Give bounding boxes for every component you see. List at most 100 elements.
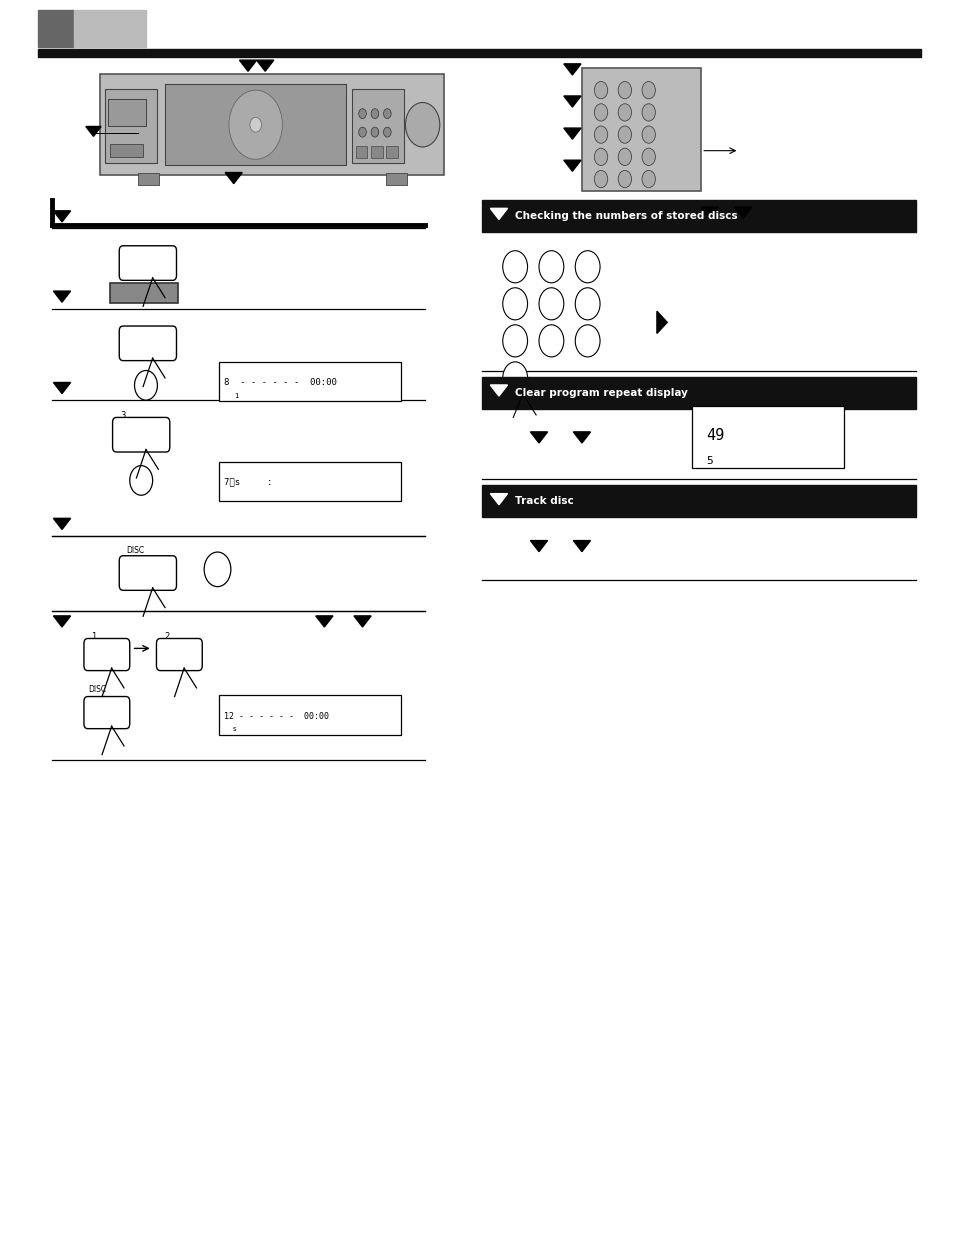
Polygon shape	[530, 432, 547, 443]
Circle shape	[641, 82, 655, 99]
Circle shape	[641, 126, 655, 143]
Text: s: s	[233, 726, 236, 732]
Circle shape	[594, 82, 607, 99]
Polygon shape	[573, 541, 590, 552]
Bar	[38, 10, 74, 47]
Polygon shape	[490, 385, 507, 396]
Polygon shape	[53, 291, 71, 303]
Bar	[219, 362, 400, 401]
Bar	[165, 84, 346, 165]
Polygon shape	[573, 432, 590, 443]
FancyBboxPatch shape	[84, 638, 130, 671]
Text: 5: 5	[705, 456, 712, 466]
Circle shape	[641, 170, 655, 188]
Polygon shape	[354, 616, 371, 627]
Polygon shape	[657, 311, 666, 333]
Circle shape	[575, 251, 599, 283]
Bar	[108, 99, 146, 126]
Circle shape	[641, 104, 655, 121]
Circle shape	[502, 288, 527, 320]
Polygon shape	[734, 207, 751, 219]
Bar	[355, 146, 367, 158]
Circle shape	[575, 288, 599, 320]
Circle shape	[502, 325, 527, 357]
FancyBboxPatch shape	[119, 246, 176, 280]
Bar	[105, 89, 157, 163]
Circle shape	[130, 466, 152, 495]
FancyBboxPatch shape	[119, 326, 176, 361]
Text: 1: 1	[91, 632, 97, 641]
Bar	[38, 49, 920, 57]
Bar	[691, 406, 843, 468]
Circle shape	[204, 552, 231, 587]
Text: DISC: DISC	[126, 546, 144, 555]
Bar	[110, 144, 143, 157]
Text: 12 - - - - - -  00:00: 12 - - - - - - 00:00	[224, 711, 329, 721]
Polygon shape	[563, 161, 580, 172]
Bar	[481, 200, 915, 232]
Circle shape	[250, 117, 261, 132]
Polygon shape	[256, 61, 274, 72]
Circle shape	[383, 127, 391, 137]
Text: 8  - - - - - -  00:00: 8 - - - - - - 00:00	[224, 378, 336, 388]
Polygon shape	[239, 61, 256, 72]
Circle shape	[618, 148, 631, 165]
Bar	[386, 173, 407, 185]
Bar	[386, 146, 397, 158]
Circle shape	[371, 127, 378, 137]
Text: 2: 2	[164, 632, 170, 641]
Polygon shape	[53, 211, 71, 222]
Bar	[219, 462, 400, 501]
Polygon shape	[53, 383, 71, 394]
Polygon shape	[315, 616, 333, 627]
Circle shape	[502, 251, 527, 283]
Circle shape	[575, 325, 599, 357]
Polygon shape	[563, 64, 580, 75]
Polygon shape	[490, 209, 507, 220]
Circle shape	[641, 148, 655, 165]
Circle shape	[538, 251, 563, 283]
Bar	[371, 146, 382, 158]
Text: 1: 1	[233, 393, 238, 399]
Bar	[481, 377, 915, 409]
Text: Checking the numbers of stored discs: Checking the numbers of stored discs	[515, 211, 737, 221]
Circle shape	[358, 109, 366, 119]
Circle shape	[594, 104, 607, 121]
Circle shape	[618, 170, 631, 188]
Polygon shape	[53, 519, 71, 530]
Bar	[581, 68, 700, 191]
Circle shape	[405, 103, 439, 147]
Polygon shape	[530, 541, 547, 552]
FancyBboxPatch shape	[156, 638, 202, 671]
Polygon shape	[700, 207, 718, 219]
Polygon shape	[225, 173, 242, 184]
Circle shape	[618, 104, 631, 121]
Circle shape	[383, 109, 391, 119]
FancyBboxPatch shape	[112, 417, 170, 452]
Circle shape	[229, 90, 282, 159]
Bar	[74, 10, 146, 47]
Polygon shape	[490, 494, 507, 505]
Circle shape	[618, 82, 631, 99]
FancyBboxPatch shape	[84, 697, 130, 729]
Circle shape	[502, 362, 527, 394]
Bar	[481, 485, 915, 517]
Circle shape	[594, 170, 607, 188]
FancyBboxPatch shape	[119, 556, 176, 590]
Circle shape	[371, 109, 378, 119]
Bar	[352, 89, 404, 163]
Circle shape	[594, 126, 607, 143]
Polygon shape	[563, 128, 580, 140]
Circle shape	[538, 325, 563, 357]
Bar	[219, 695, 400, 735]
Circle shape	[538, 288, 563, 320]
Circle shape	[134, 370, 157, 400]
Circle shape	[618, 126, 631, 143]
Text: Track disc: Track disc	[515, 496, 574, 506]
Circle shape	[594, 148, 607, 165]
Polygon shape	[563, 96, 580, 107]
Polygon shape	[53, 616, 71, 627]
Polygon shape	[86, 126, 101, 136]
Circle shape	[358, 127, 366, 137]
Bar	[110, 283, 178, 303]
